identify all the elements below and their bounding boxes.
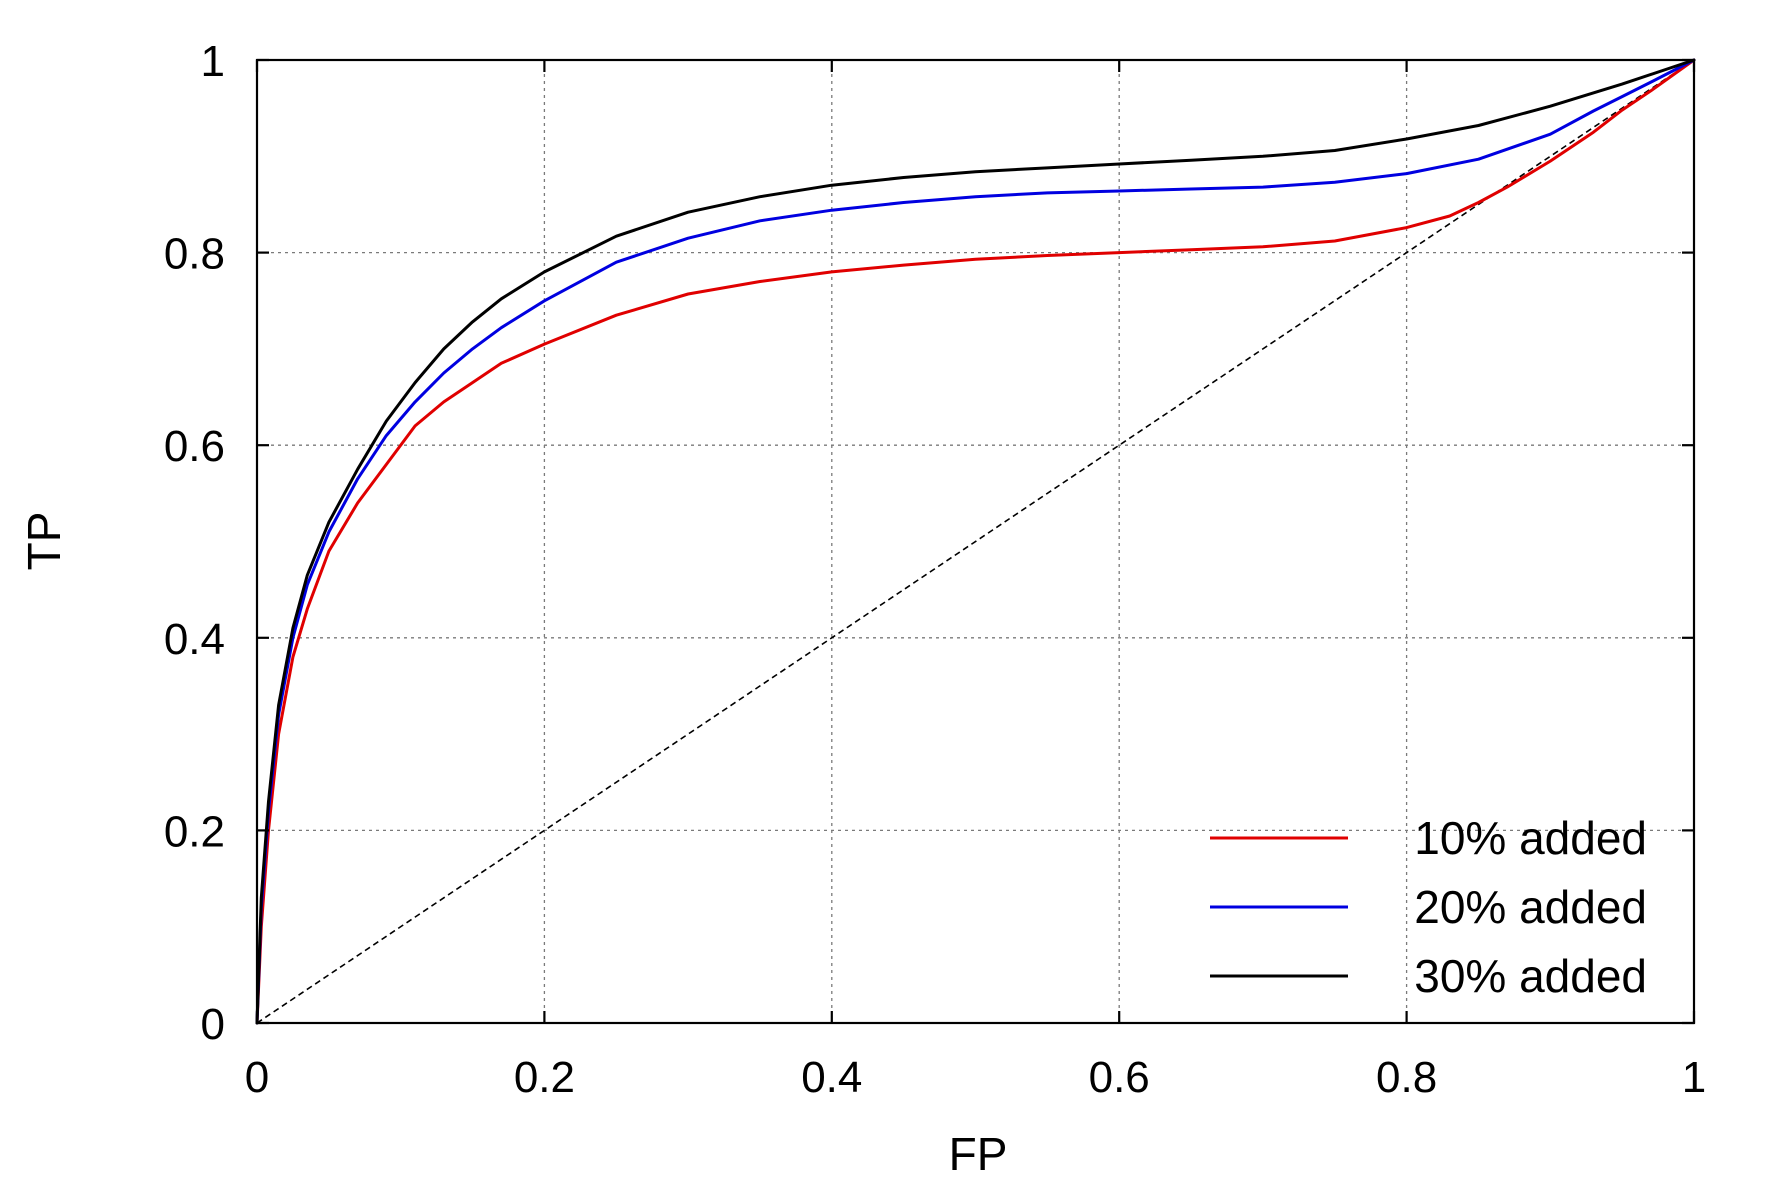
y-tick-label: 0 [201, 1000, 225, 1049]
legend-label-2: 20% added [1414, 881, 1647, 933]
legend-label-3: 30% added [1414, 950, 1647, 1002]
y-tick-label: 0.8 [164, 230, 225, 279]
x-tick-label: 1 [1682, 1053, 1706, 1102]
diagonal-reference-line [256, 59, 1695, 1024]
y-tick-label: 0.4 [164, 615, 225, 664]
y-tick-label: 0.6 [164, 422, 225, 471]
x-tick-label: 0.6 [1089, 1053, 1150, 1102]
legend: 10% added 20% added 30% added [1210, 812, 1647, 1002]
y-tick-label: 0.2 [164, 807, 225, 856]
x-tick-label: 0 [245, 1053, 269, 1102]
x-tick-label: 0.4 [801, 1053, 862, 1102]
x-axis-title: FP [949, 1128, 1008, 1179]
plot-frame [255, 58, 1696, 1025]
legend-label-1: 10% added [1414, 812, 1647, 864]
grid [257, 60, 1694, 1023]
x-tick-label: 0.8 [1376, 1053, 1437, 1102]
y-axis-title: TP [18, 512, 70, 571]
series-line-1 [255, 58, 1696, 1025]
y-tick-labels: 0 0.2 0.4 0.6 0.8 1 [164, 37, 225, 1049]
series-line-3 [255, 58, 1696, 1025]
series-line-2 [255, 58, 1696, 1025]
series-lines [255, 58, 1696, 1025]
axis-ticks [255, 58, 1696, 1025]
x-tick-labels: 0 0.2 0.4 0.6 0.8 1 [245, 1053, 1706, 1102]
x-tick-label: 0.2 [514, 1053, 575, 1102]
y-tick-label: 1 [201, 37, 225, 86]
reference-diagonal [256, 59, 1695, 1024]
